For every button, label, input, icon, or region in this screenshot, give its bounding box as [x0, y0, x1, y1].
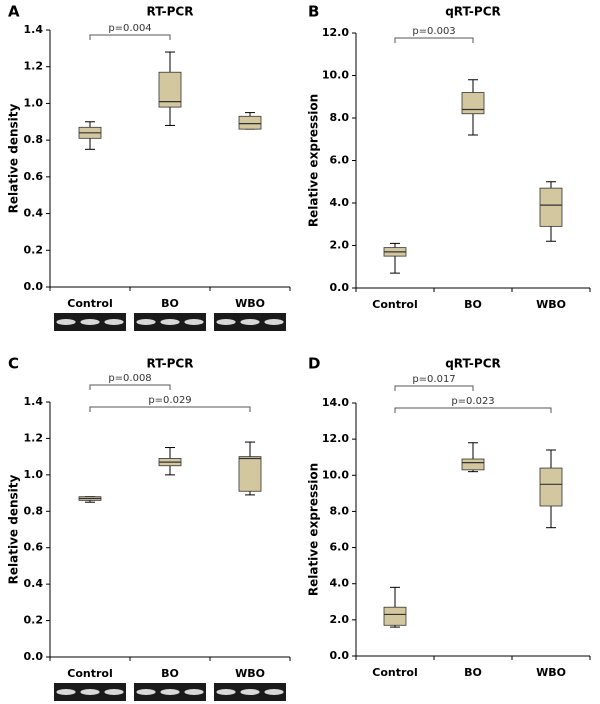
y-axis-label: Relative expression [307, 94, 321, 227]
y-tick-label: 0.4 [24, 577, 44, 590]
x-tick-label: WBO [235, 297, 265, 310]
x-tick-label: Control [372, 666, 417, 679]
p-value: p=0.008 [108, 373, 151, 384]
y-tick-label: 1.4 [24, 395, 44, 408]
chart-title: qRT-PCR [445, 5, 501, 19]
y-tick-label: 0.8 [24, 133, 44, 146]
significance-bracket [89, 34, 171, 40]
significance-bracket [89, 406, 251, 412]
significance-bracket [394, 385, 474, 391]
p-value: p=0.003 [412, 26, 455, 37]
panel-letter: A [8, 3, 20, 21]
box [238, 115, 262, 130]
y-tick-label: 0.0 [24, 280, 44, 293]
panel-letter: D [308, 355, 320, 373]
y-axis-label: Relative density [7, 474, 21, 584]
gel-band [184, 689, 204, 695]
gel-band [264, 689, 284, 695]
y-tick-label: 0.0 [330, 281, 350, 294]
x-tick-label: BO [464, 666, 482, 679]
y-tick-label: 1.2 [24, 60, 44, 73]
y-tick-label: 1.4 [24, 23, 44, 36]
box [539, 467, 563, 507]
x-tick-label: Control [372, 298, 417, 311]
y-tick-label: 0.2 [24, 243, 44, 256]
gel-band [160, 689, 180, 695]
gel-band [160, 319, 180, 325]
y-tick-label: 2.0 [330, 613, 350, 626]
y-tick-label: 10.0 [322, 468, 349, 481]
gel-band [80, 689, 100, 695]
panel-letter: B [308, 3, 319, 21]
y-tick-label: 0.4 [24, 207, 44, 220]
chart-title: RT-PCR [147, 357, 194, 371]
box [158, 71, 182, 108]
chart-title: RT-PCR [147, 5, 194, 19]
y-tick-label: 0.0 [330, 649, 350, 662]
y-tick-label: 0.0 [24, 650, 44, 663]
gel-band [216, 689, 236, 695]
gel-band [80, 319, 100, 325]
x-tick-label: Control [67, 297, 112, 310]
gel-band [104, 319, 124, 325]
gel-band [104, 689, 124, 695]
y-tick-label: 1.2 [24, 431, 44, 444]
y-axis-label: Relative density [7, 103, 21, 213]
significance-bracket [394, 407, 552, 413]
p-value: p=0.029 [148, 395, 191, 406]
box [539, 187, 563, 227]
significance-bracket [89, 384, 171, 390]
y-tick-label: 12.0 [322, 26, 349, 39]
box [383, 606, 407, 626]
x-tick-label: WBO [536, 298, 566, 311]
box [461, 458, 485, 471]
y-tick-label: 14.0 [322, 396, 349, 409]
x-tick-label: BO [464, 298, 482, 311]
y-axis-label: Relative expression [307, 463, 321, 596]
y-tick-label: 2.0 [330, 239, 350, 252]
y-tick-label: 6.0 [330, 541, 350, 554]
y-tick-label: 0.8 [24, 504, 44, 517]
x-tick-label: BO [161, 667, 179, 680]
y-tick-label: 8.0 [330, 111, 350, 124]
panel: C RT-PCR Relative density 0.0 0.2 0.4 0.6 0.8 1.… [7, 355, 291, 701]
y-tick-label: 1.0 [24, 96, 44, 109]
gel-band [56, 319, 76, 325]
gel-band [216, 319, 236, 325]
x-tick-label: WBO [536, 666, 566, 679]
box [461, 92, 485, 115]
y-tick-label: 6.0 [330, 154, 350, 167]
x-tick-label: BO [161, 297, 179, 310]
y-tick-label: 10.0 [322, 69, 349, 82]
y-tick-label: 0.6 [24, 170, 44, 183]
x-tick-label: Control [67, 667, 112, 680]
gel-band [184, 319, 204, 325]
panel-letter: C [8, 355, 19, 373]
gel-band [136, 689, 156, 695]
chart-title: qRT-PCR [445, 357, 501, 371]
gel-band [264, 319, 284, 325]
y-tick-label: 1.0 [24, 468, 44, 481]
p-value: p=0.017 [412, 374, 455, 385]
y-tick-label: 0.6 [24, 541, 44, 554]
gel-band [56, 689, 76, 695]
panel: A RT-PCR Relative density 0.0 0.2 0.4 0.6 0.8 1.… [7, 3, 291, 331]
p-value: p=0.004 [108, 23, 151, 34]
y-tick-label: 4.0 [330, 577, 350, 590]
gel-band [240, 689, 260, 695]
box [238, 456, 262, 492]
y-tick-label: 12.0 [322, 432, 349, 445]
significance-bracket [394, 37, 474, 43]
y-tick-label: 0.2 [24, 614, 44, 627]
gel-band [240, 319, 260, 325]
gel-band [136, 319, 156, 325]
y-tick-label: 8.0 [330, 504, 350, 517]
y-tick-label: 4.0 [330, 196, 350, 209]
p-value: p=0.023 [451, 396, 494, 407]
x-tick-label: WBO [235, 667, 265, 680]
